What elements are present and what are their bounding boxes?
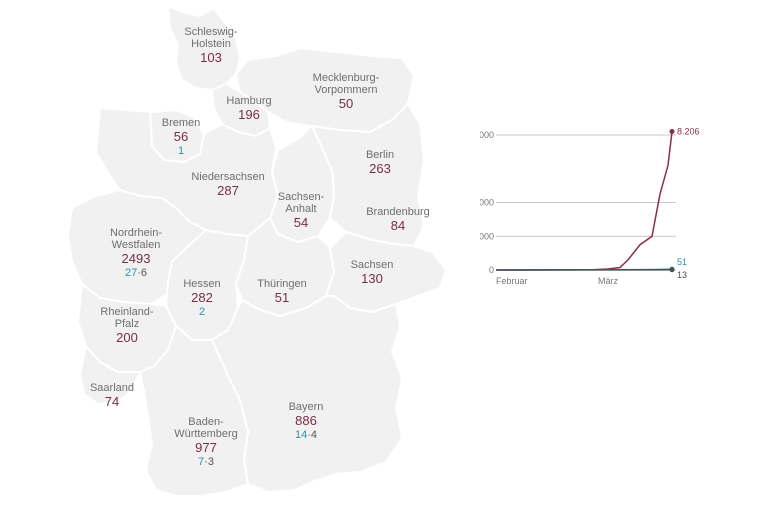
state-name: Nordrhein- — [110, 227, 162, 239]
y-tick-label: 4.000 — [480, 198, 494, 208]
recovered-deaths: 1 — [178, 145, 184, 157]
confirmed-count: 51 — [275, 290, 289, 305]
separator-dot: · — [307, 429, 311, 441]
confirmed-count: 2493 — [122, 251, 151, 266]
chart-end-labels: 8.206 51 13 — [669, 127, 700, 280]
state-name: Brandenburg — [366, 206, 430, 218]
state-name: Vorpommern — [315, 84, 378, 96]
recovered-deaths: 27·6 — [125, 267, 147, 279]
y-tick-label: 8.000 — [480, 130, 494, 140]
separator-dot: · — [137, 267, 141, 279]
recovered-count: 7 — [198, 456, 204, 468]
x-tick-label: März — [598, 276, 618, 286]
separator-dot: · — [204, 456, 208, 468]
confirmed-end-label: 8.206 — [677, 127, 700, 137]
confirmed-count: 886 — [295, 413, 317, 428]
confirmed-count: 56 — [174, 129, 188, 144]
confirmed-count: 130 — [361, 271, 383, 286]
state-name: Niedersachsen — [191, 171, 264, 183]
state-name: Sachsen — [351, 259, 394, 271]
deaths-count: 6 — [141, 267, 147, 279]
confirmed-count: 282 — [191, 290, 213, 305]
recovered-deaths: 14·4 — [295, 429, 317, 441]
state-name: Saarland — [90, 382, 134, 394]
state-name: Pfalz — [115, 318, 139, 330]
confirmed-count: 84 — [391, 218, 405, 233]
recovered-count: 14 — [295, 429, 307, 441]
confirmed-count: 74 — [105, 394, 119, 409]
state-name: Westfalen — [112, 239, 161, 251]
cases-line-chart: 8.000 4.000 2.000 0 Februar März 8.206 51 13 — [480, 127, 700, 286]
state-name: Mecklenburg- — [313, 72, 380, 84]
deaths-end-point — [669, 267, 675, 273]
y-tick-label: 2.000 — [480, 231, 494, 241]
recovered-count: 1 — [178, 145, 184, 157]
state-shape-sachsen-anhalt — [269, 125, 335, 243]
state-name: Hessen — [183, 278, 220, 290]
state-name: Holstein — [191, 38, 231, 50]
state-name: Bremen — [162, 117, 201, 129]
state-name: Berlin — [366, 149, 394, 161]
confirmed-line — [495, 131, 673, 271]
confirmed-count: 54 — [294, 215, 308, 230]
state-name: Sachsen- — [278, 191, 325, 203]
y-tick-label: 0 — [489, 265, 494, 275]
recovered-deaths: 2 — [199, 306, 205, 318]
state-name: Thüringen — [257, 278, 307, 290]
confirmed-end-point — [669, 129, 675, 135]
chart-lines — [495, 131, 673, 271]
confirmed-count: 196 — [238, 107, 260, 122]
confirmed-count: 287 — [217, 183, 239, 198]
state-name: Baden- — [188, 416, 224, 428]
chart-grid: 8.000 4.000 2.000 0 — [480, 130, 676, 275]
confirmed-count: 263 — [369, 161, 391, 176]
recovered-end-label: 51 — [677, 257, 687, 267]
confirmed-count: 200 — [116, 330, 138, 345]
state-shape-saarland — [79, 345, 141, 405]
recovered-deaths: 7·3 — [198, 456, 214, 468]
state-name: Württemberg — [174, 428, 238, 440]
deaths-count: 4 — [311, 429, 317, 441]
state-shape-baden-wuerttemberg — [139, 325, 249, 497]
state-name: Schleswig- — [184, 26, 238, 38]
x-tick-label: Februar — [496, 276, 528, 286]
state-shape-sachsen — [325, 231, 447, 313]
chart-x-ticks: Februar März — [496, 276, 618, 286]
state-name: Hamburg — [226, 95, 271, 107]
state-name: Rheinland- — [100, 306, 154, 318]
state-name: Anhalt — [285, 203, 316, 215]
confirmed-count: 977 — [195, 440, 217, 455]
deaths-count: 3 — [208, 456, 214, 468]
deaths-end-label: 13 — [677, 270, 687, 280]
state-shape-schleswig-holstein — [167, 5, 241, 91]
confirmed-count: 50 — [339, 96, 353, 111]
recovered-count: 27 — [125, 267, 137, 279]
confirmed-count: 103 — [200, 50, 222, 65]
state-name: Bayern — [289, 401, 324, 413]
recovered-count: 2 — [199, 306, 205, 318]
state-shapes — [67, 5, 447, 497]
